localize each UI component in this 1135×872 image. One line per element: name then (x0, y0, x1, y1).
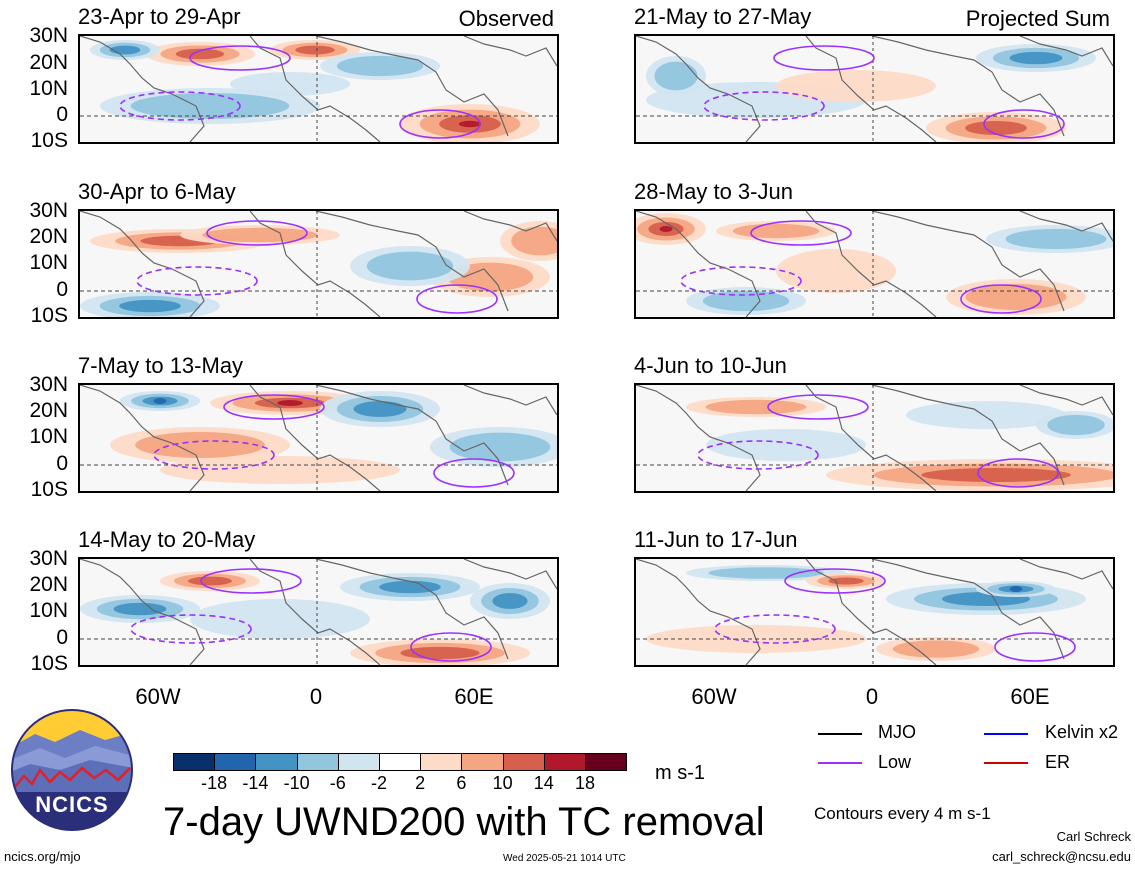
low-label: Low (878, 752, 912, 772)
mjo-line-swatch (818, 733, 862, 735)
lat-label: 30N (29, 373, 68, 396)
lat-label: 20N (29, 225, 68, 248)
er-line-swatch (984, 762, 1028, 764)
lat-label: 0 (56, 278, 68, 301)
er-label: ER (1045, 752, 1071, 772)
lat-label: 20N (29, 51, 68, 74)
panel-title-left-2: 30-Apr to 6-May (78, 179, 236, 204)
lat-label: 0 (56, 452, 68, 475)
colorbar-units: m s-1 (655, 762, 705, 784)
colorbar-tick-label: -14 (242, 773, 269, 793)
map-panel-left-2 (78, 209, 559, 319)
lat-label: 30N (29, 199, 68, 222)
chart-title: 7-day UWND200 with TC removal (163, 800, 765, 844)
lat-label: 10S (30, 652, 68, 675)
lat-label: 20N (29, 573, 68, 596)
colorbar-swatch (379, 753, 422, 771)
lon-label: 60E (454, 684, 494, 709)
colorbar-swatch (255, 753, 298, 771)
lat-label: 0 (56, 626, 68, 649)
footer-author: Carl Schreck (1056, 829, 1131, 844)
panel-title-left-1: 23-Apr to 29-Apr (78, 4, 241, 29)
anomaly-map (80, 559, 557, 665)
lat-label: 20N (29, 399, 68, 422)
colorbar-tick-label: -18 (201, 773, 228, 793)
map-panel-left-4 (78, 557, 559, 667)
lat-label: 0 (56, 103, 68, 126)
map-panel-right-3 (634, 383, 1115, 493)
lat-label: 10N (29, 425, 68, 448)
lon-label: 60W (135, 684, 181, 709)
ncics-logo: NCICS (10, 708, 134, 832)
colorbar-swatch (296, 753, 339, 771)
map-panel-right-4 (634, 557, 1115, 667)
colorbar-swatch (420, 753, 463, 771)
lat-label: 10S (30, 304, 68, 327)
panel-title-right-2: 28-May to 3-Jun (634, 179, 793, 204)
panel-title-left-4: 14-May to 20-May (78, 527, 256, 552)
colorbar-tick-label: -10 (283, 773, 310, 793)
kelvin-label: Kelvin x2 (1045, 722, 1119, 742)
footer-url[interactable]: ncics.org/mjo (4, 849, 81, 864)
panel-title-right-3: 4-Jun to 10-Jun (634, 353, 787, 378)
colorbar-tick-label: 14 (533, 773, 554, 793)
colorbar-tick-label: -2 (370, 773, 387, 793)
colorbar-swatch (502, 753, 545, 771)
lat-label: 10N (29, 77, 68, 100)
colorbar-swatch (585, 753, 628, 771)
kelvin-line-swatch (984, 733, 1028, 735)
lon-label: 0 (309, 684, 323, 709)
lat-label: 10N (29, 251, 68, 274)
footer-email[interactable]: carl_schreck@ncsu.edu (992, 849, 1131, 864)
anomaly-map (80, 385, 557, 491)
low-line-swatch (818, 762, 862, 764)
colorbar-tick-label: 2 (415, 773, 426, 793)
lat-label: 10N (29, 599, 68, 622)
map-panel-right-1 (634, 34, 1115, 144)
colorbar-tick-label: 18 (574, 773, 596, 793)
observed-label: Observed (458, 6, 554, 31)
colorbar-swatch (214, 753, 257, 771)
lat-label: 30N (29, 547, 68, 570)
map-panel-left-3 (78, 383, 559, 493)
colorbar-swatch (337, 753, 380, 771)
lat-label: 10S (30, 129, 68, 152)
colorbar-tick-label: 6 (456, 773, 467, 793)
lat-label: 30N (29, 24, 68, 47)
map-panel-left-1 (78, 34, 559, 144)
projected-sum-label: Projected Sum (965, 6, 1110, 31)
lon-label: 60E (1010, 684, 1050, 709)
footer-timestamp: Wed 2025-05-21 1014 UTC (503, 853, 626, 864)
mjo-label: MJO (878, 722, 916, 742)
colorbar-swatch (543, 753, 586, 771)
anomaly-map (80, 36, 557, 142)
panel-title-right-4: 11-Jun to 17-Jun (634, 527, 798, 552)
anomaly-map (636, 36, 1113, 142)
colorbar-tick-label: -6 (329, 773, 346, 793)
anomaly-map (636, 211, 1113, 317)
lon-label: 60W (691, 684, 737, 709)
anomaly-map (80, 211, 557, 317)
panel-title-left-3: 7-May to 13-May (78, 353, 244, 378)
logo-text: NCICS (35, 792, 109, 817)
colorbar-swatch (173, 753, 216, 771)
map-panel-right-2 (634, 209, 1115, 319)
anomaly-map (636, 559, 1113, 665)
anomaly-map (636, 385, 1113, 491)
lon-label: 0 (865, 684, 879, 709)
panel-title-right-1: 21-May to 27-May (634, 4, 812, 29)
colorbar-tick-label: 10 (492, 773, 513, 793)
colorbar-swatch (461, 753, 504, 771)
contours-note: Contours every 4 m s-1 (814, 804, 991, 823)
lat-label: 10S (30, 478, 68, 501)
